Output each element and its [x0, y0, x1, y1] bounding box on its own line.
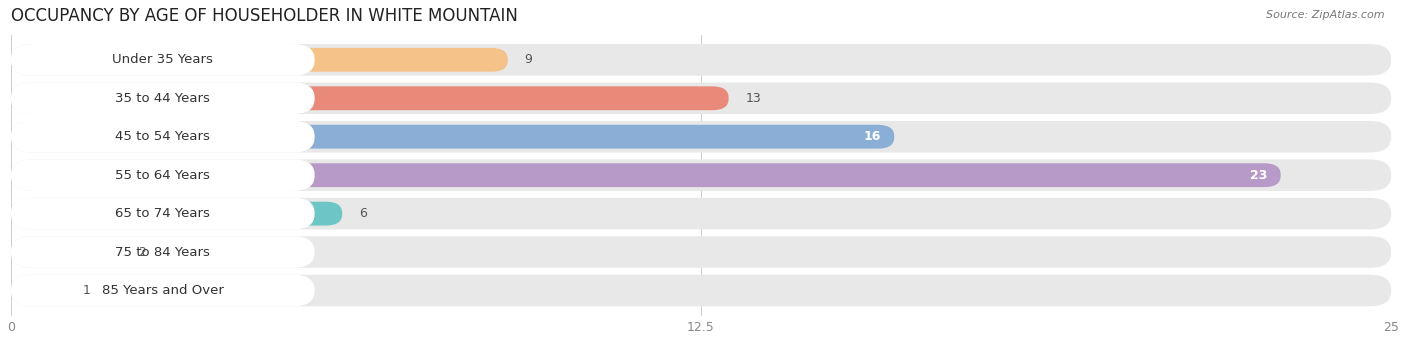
Text: 85 Years and Over: 85 Years and Over — [101, 284, 224, 297]
FancyBboxPatch shape — [11, 240, 121, 264]
FancyBboxPatch shape — [11, 163, 1281, 187]
Text: 2: 2 — [138, 246, 146, 258]
FancyBboxPatch shape — [11, 202, 342, 225]
Text: 65 to 74 Years: 65 to 74 Years — [115, 207, 211, 220]
Text: Source: ZipAtlas.com: Source: ZipAtlas.com — [1267, 10, 1385, 20]
Text: OCCUPANCY BY AGE OF HOUSEHOLDER IN WHITE MOUNTAIN: OCCUPANCY BY AGE OF HOUSEHOLDER IN WHITE… — [11, 7, 517, 25]
FancyBboxPatch shape — [11, 236, 315, 268]
FancyBboxPatch shape — [11, 83, 315, 114]
FancyBboxPatch shape — [11, 48, 508, 72]
Text: 55 to 64 Years: 55 to 64 Years — [115, 169, 211, 182]
Text: 9: 9 — [524, 53, 533, 66]
FancyBboxPatch shape — [11, 44, 315, 76]
FancyBboxPatch shape — [11, 44, 1391, 76]
Text: 13: 13 — [745, 92, 761, 105]
Text: 35 to 44 Years: 35 to 44 Years — [115, 92, 211, 105]
Text: 75 to 84 Years: 75 to 84 Years — [115, 246, 211, 258]
FancyBboxPatch shape — [11, 86, 728, 110]
FancyBboxPatch shape — [11, 121, 1391, 152]
Text: 6: 6 — [359, 207, 367, 220]
Text: 1: 1 — [83, 284, 90, 297]
FancyBboxPatch shape — [11, 121, 315, 152]
FancyBboxPatch shape — [11, 159, 315, 191]
FancyBboxPatch shape — [11, 83, 1391, 114]
Text: 16: 16 — [863, 130, 880, 143]
FancyBboxPatch shape — [11, 275, 1391, 306]
Text: 23: 23 — [1250, 169, 1267, 182]
FancyBboxPatch shape — [11, 159, 1391, 191]
Text: Under 35 Years: Under 35 Years — [112, 53, 214, 66]
FancyBboxPatch shape — [11, 275, 315, 306]
FancyBboxPatch shape — [11, 198, 315, 229]
FancyBboxPatch shape — [11, 125, 894, 149]
Text: 45 to 54 Years: 45 to 54 Years — [115, 130, 211, 143]
FancyBboxPatch shape — [11, 236, 1391, 268]
FancyBboxPatch shape — [11, 279, 66, 302]
FancyBboxPatch shape — [11, 198, 1391, 229]
